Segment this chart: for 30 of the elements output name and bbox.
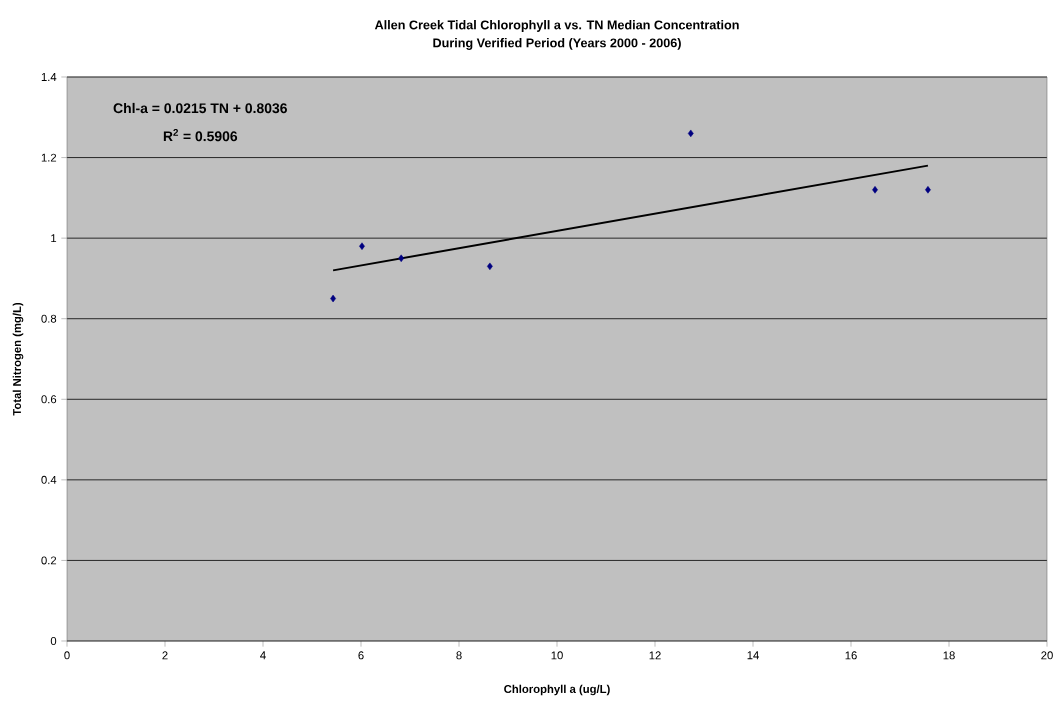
chart-title: Allen Creek Tidal Chlorophyll a vs. TN Median Concentration <box>374 20 739 32</box>
y-tick-label: 0.4 <box>41 475 57 484</box>
point <box>687 129 694 138</box>
x-tick-label: 0 <box>64 651 70 660</box>
x-tick-label: 8 <box>456 651 462 660</box>
x-tick-label: 4 <box>260 651 266 660</box>
point <box>398 254 405 262</box>
y-tick-label: 0.6 <box>41 395 57 404</box>
y-tick-label: 0.8 <box>41 314 57 323</box>
x-tick-label: 14 <box>747 651 759 660</box>
y-axis-title: Total Nitrogen (mg/L) <box>12 302 24 416</box>
y-tick-label: 1.4 <box>41 73 57 81</box>
point <box>925 186 931 194</box>
x-tick-label: 20 <box>1041 651 1053 660</box>
chart-subtitle: During Verified Period (Years 2000 - 2006) <box>433 38 681 50</box>
x-tick-label: 12 <box>649 651 661 660</box>
point <box>359 242 365 250</box>
x-tick-label: 2 <box>162 651 168 660</box>
x-tick-label: 10 <box>551 651 563 660</box>
x-tick-label: 16 <box>845 651 857 660</box>
point <box>872 186 878 194</box>
y-tick-label: 1 <box>51 234 57 243</box>
x-tick-label: 6 <box>358 651 364 660</box>
y-tick-label: 0.2 <box>41 556 57 565</box>
y-tick-label: 1.2 <box>41 153 57 162</box>
annotation: R$^{2}$ = 0.5906 <box>163 128 238 142</box>
x-tick-label: 18 <box>943 651 955 660</box>
annotation: Chl-a = 0.0215 TN + 0.8036 <box>113 102 287 114</box>
x-axis-title: Chlorophyll a (ug/L) <box>504 684 610 696</box>
y-tick-label: 0 <box>50 637 57 645</box>
